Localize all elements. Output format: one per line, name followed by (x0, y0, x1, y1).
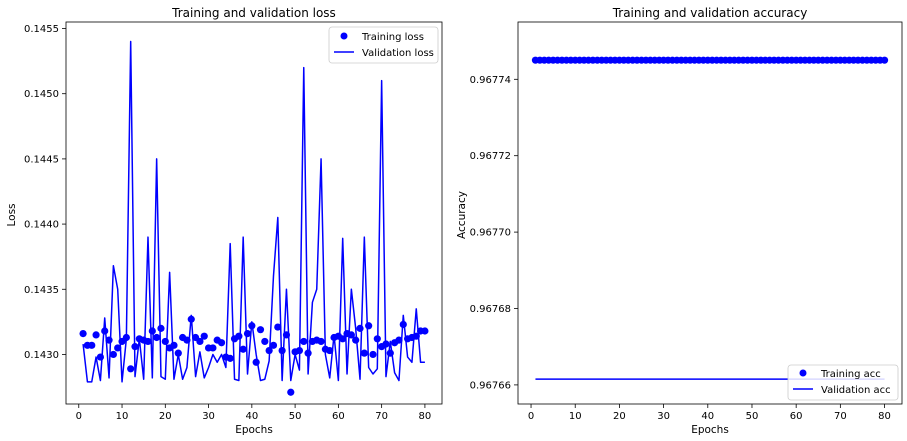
accuracy-y-axis-label: Accuracy (456, 191, 468, 239)
accuracy-axes-frame (517, 21, 903, 405)
accuracy-x-tick-label: 20 (613, 411, 626, 422)
loss-x-tick-label: 60 (332, 411, 345, 422)
loss-training-point (209, 344, 217, 352)
loss-training-point (317, 337, 325, 346)
loss-training-point (256, 326, 265, 334)
loss-training-point (235, 332, 243, 340)
accuracy-axis-ticks: 0 10 20 30 40 50 60 70 80 0.96766 0.96768 0.96770 0.… (470, 75, 891, 422)
loss-y-axis-label: Loss (6, 203, 18, 226)
loss-x-tick-label: 0 (76, 411, 82, 422)
accuracy-x-axis-label: Epochs (691, 424, 729, 436)
loss-training-point (148, 327, 156, 335)
loss-training-point (339, 335, 347, 343)
accuracy-x-tick-label: 80 (878, 411, 891, 422)
accuracy-x-tick-label: 10 (569, 411, 582, 422)
loss-training-point (287, 388, 295, 396)
loss-training-point (326, 346, 334, 355)
loss-training-point (127, 365, 135, 373)
accuracy-legend-marker-training (799, 369, 807, 377)
loss-training-point (79, 329, 87, 338)
loss-training-point (217, 339, 226, 347)
loss-training-point (161, 337, 169, 346)
loss-training-point (153, 333, 161, 342)
loss-x-tick-label: 70 (375, 411, 388, 422)
loss-legend-label-validation: Validation loss (362, 48, 434, 59)
loss-axis-ticks: 0 10 20 30 40 50 60 70 80 0.1430 0.1435 0.1440 0.144… (24, 24, 431, 422)
accuracy-chart-title: Training and validation accuracy (612, 6, 808, 20)
loss-training-point (239, 345, 247, 353)
loss-y-tick-label: 0.1455 (24, 24, 59, 35)
accuracy-legend-box (787, 364, 899, 401)
loss-training-point (352, 336, 360, 344)
accuracy-x-tick-label: 70 (834, 411, 847, 422)
accuracy-x-tick-label: 60 (790, 411, 803, 422)
accuracy-x-tick-label: 30 (657, 411, 670, 422)
loss-training-point (88, 341, 96, 349)
accuracy-y-tick-label: 0.96772 (470, 151, 511, 162)
loss-x-tick-label: 80 (419, 411, 432, 422)
loss-training-point (196, 337, 204, 346)
loss-training-point (274, 323, 282, 331)
loss-training-point (395, 336, 403, 344)
accuracy-y-tick-label: 0.96770 (470, 228, 511, 239)
loss-y-tick-label: 0.1435 (24, 285, 59, 296)
loss-training-point (369, 350, 377, 359)
accuracy-y-tick-label: 0.96774 (470, 75, 511, 86)
loss-training-point (144, 337, 152, 346)
loss-plot-area (79, 40, 429, 396)
accuracy-legend-label-training: Training acc (820, 369, 881, 380)
accuracy-y-tick-label: 0.96766 (470, 380, 511, 391)
loss-training-point (356, 324, 364, 332)
loss-training-point (269, 341, 278, 349)
accuracy-x-tick-label: 0 (528, 411, 534, 422)
loss-training-point (109, 350, 117, 359)
accuracy-y-tick-label: 0.96768 (470, 304, 511, 315)
loss-training-point (365, 322, 373, 330)
loss-x-tick-label: 40 (245, 411, 258, 422)
loss-x-tick-label: 30 (202, 411, 215, 422)
accuracy-legend: Training acc Validation acc (787, 364, 899, 401)
loss-y-tick-label: 0.1440 (24, 220, 59, 231)
loss-legend-marker-training (340, 32, 348, 40)
loss-training-point (421, 327, 429, 335)
loss-chart: Training and validation loss Epochs Loss… (6, 6, 443, 436)
loss-training-point (92, 331, 100, 339)
loss-legend-label-training: Training loss (361, 32, 424, 43)
loss-x-tick-label: 50 (289, 411, 302, 422)
accuracy-chart: Training and validation accuracy Epochs … (456, 6, 903, 436)
accuracy-x-tick-label: 50 (746, 411, 759, 422)
accuracy-legend-label-validation: Validation acc (821, 385, 891, 396)
accuracy-x-tick-label: 40 (701, 411, 714, 422)
loss-y-tick-label: 0.1450 (24, 89, 59, 100)
loss-legend: Training loss Validation loss (328, 26, 439, 64)
loss-training-point (114, 344, 122, 352)
accuracy-plot-area (531, 56, 889, 380)
loss-training-point (170, 341, 178, 349)
loss-y-tick-label: 0.1430 (24, 350, 59, 361)
loss-x-axis-label: Epochs (235, 424, 273, 436)
loss-training-point (360, 349, 368, 357)
loss-axes-frame (65, 21, 443, 405)
loss-training-point (261, 337, 269, 346)
loss-x-tick-label: 10 (116, 411, 129, 422)
loss-training-point (252, 358, 260, 366)
loss-training-point (157, 324, 165, 332)
loss-y-tick-label: 0.1445 (24, 154, 59, 165)
loss-x-tick-label: 20 (159, 411, 172, 422)
loss-training-point (174, 349, 182, 357)
loss-training-point (200, 332, 208, 340)
loss-legend-box (328, 26, 439, 64)
loss-validation-line (82, 40, 425, 383)
loss-training-point (226, 354, 234, 362)
accuracy-training-point (880, 56, 889, 64)
loss-training-point (300, 337, 308, 346)
loss-chart-title: Training and validation loss (171, 6, 336, 20)
